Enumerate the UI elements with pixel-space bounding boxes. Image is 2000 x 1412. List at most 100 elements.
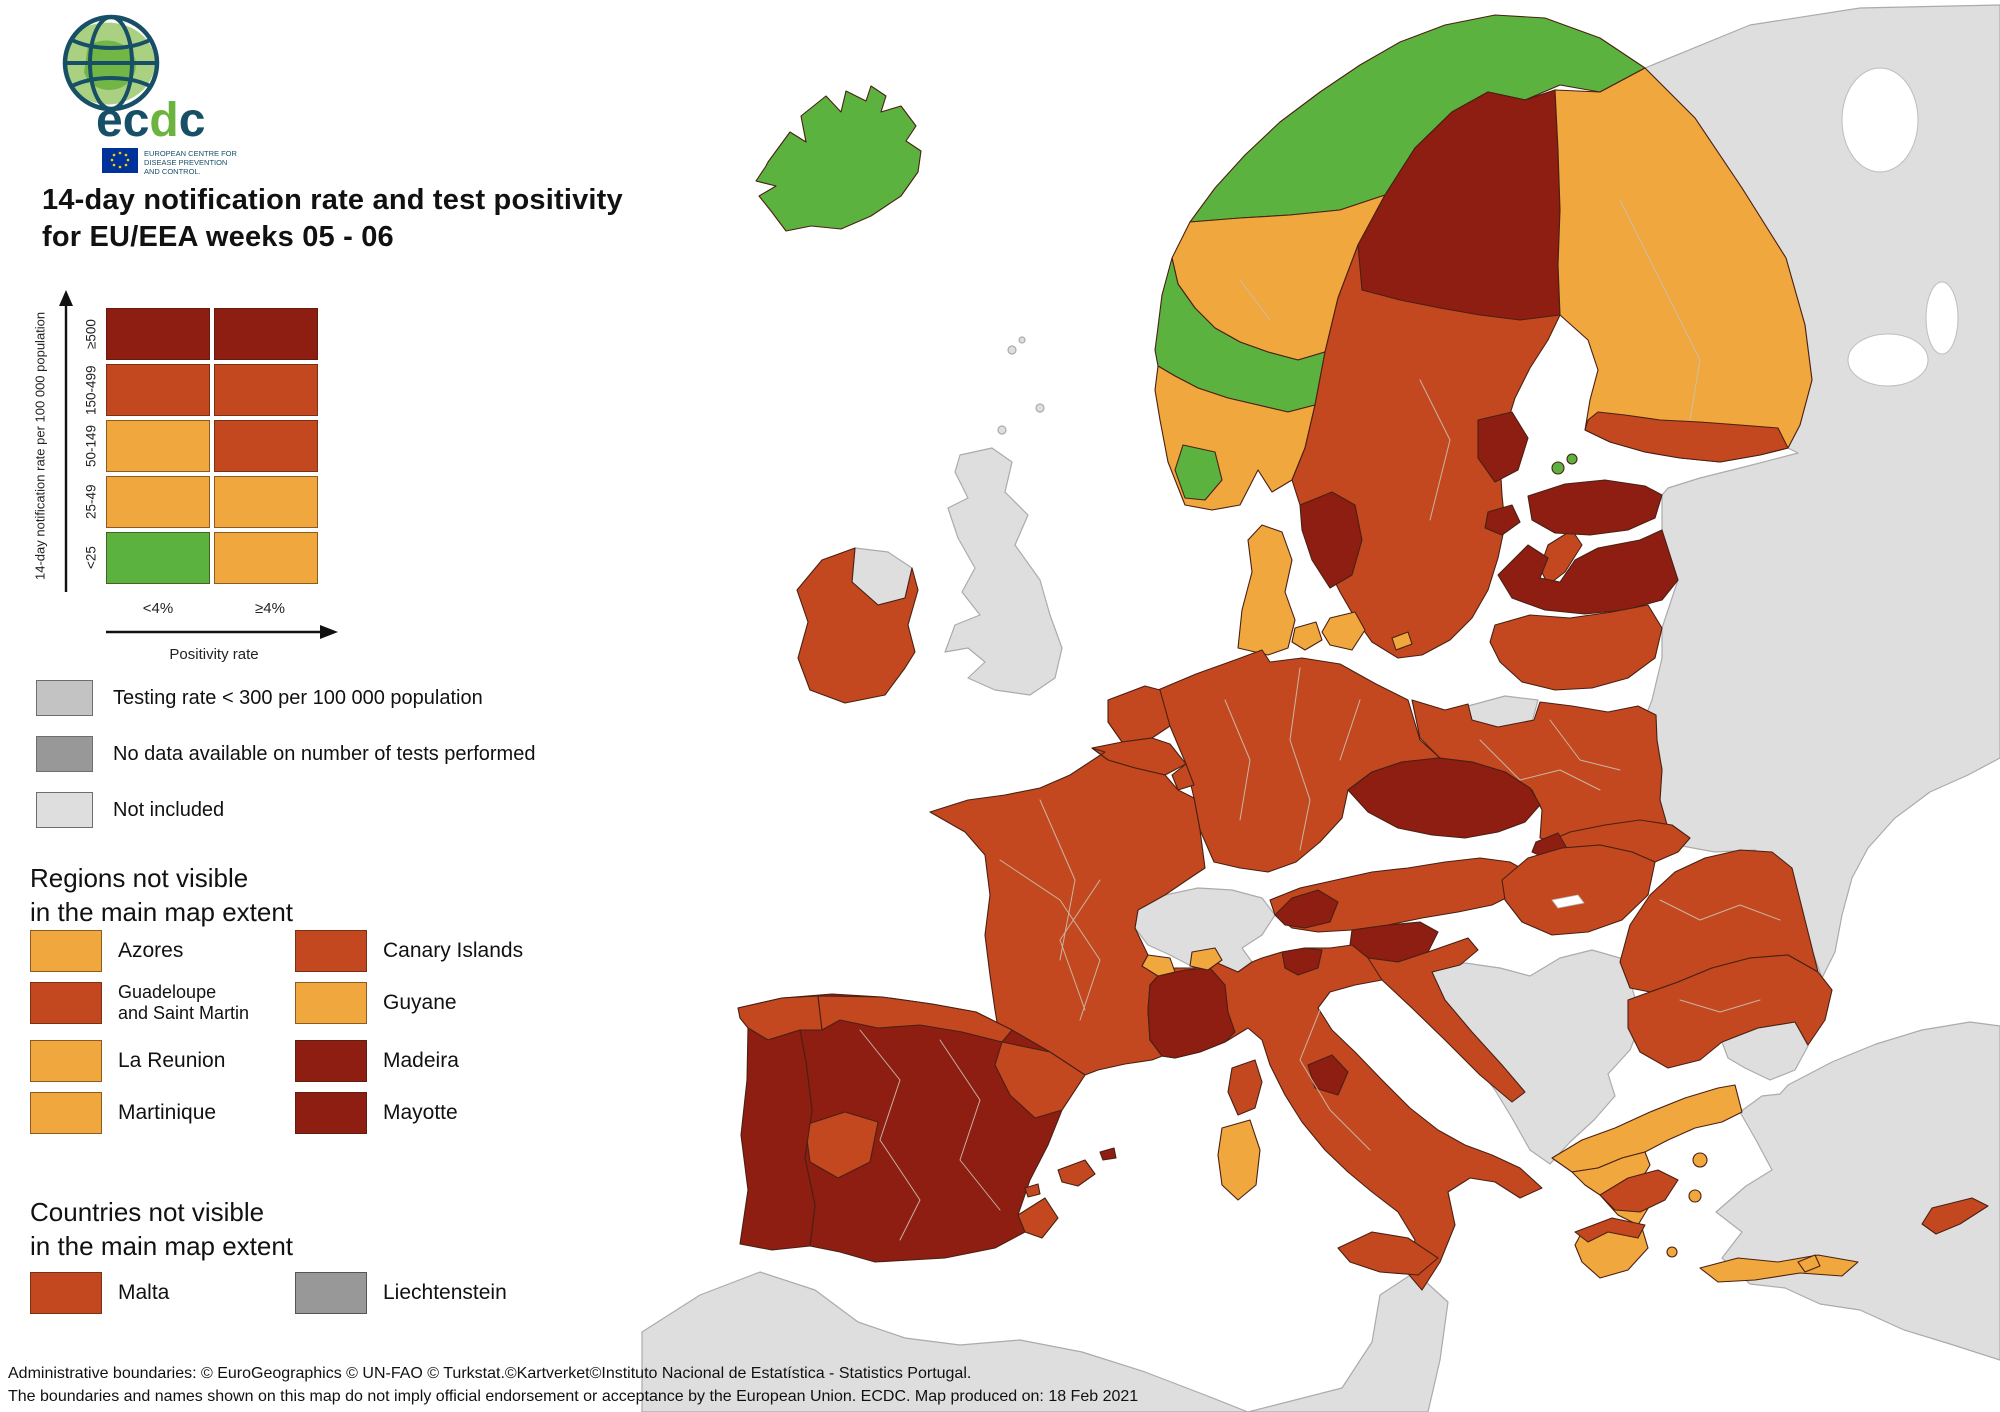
regions-section-title-line2: in the main map extent [30, 896, 294, 927]
matrix-cell [106, 532, 210, 584]
region-label-la-reunion: La Reunion [118, 1048, 226, 1072]
map-region-bornholm [1391, 631, 1413, 651]
legend-item-no-data: No data available on number of tests per… [36, 736, 535, 772]
eu-flag-stars [110, 151, 130, 169]
region-label-azores: Azores [118, 938, 184, 962]
map-region-bulgaria [1627, 954, 1833, 1069]
legend-label-no-data: No data available on number of tests per… [113, 742, 536, 765]
matrix-row-1: ≥500 [80, 308, 318, 360]
matrix-col-label-ge4: ≥4% [255, 600, 285, 617]
map-region-iceland [755, 85, 922, 232]
map-region-peloponnese-north [1574, 1217, 1646, 1243]
map-region-extremadura [804, 1111, 879, 1179]
map-region-murcia [1017, 1197, 1059, 1239]
matrix-col-label-lt4: <4% [142, 600, 174, 617]
region-label-madeira: Madeira [383, 1048, 459, 1072]
region-item-madeira: Madeira [295, 1040, 459, 1082]
map-region-lithuania [1489, 604, 1663, 691]
lakes [1841, 67, 1959, 387]
map-region-norway-south-tip [1174, 444, 1223, 501]
region-item-canary-islands: Canary Islands [295, 930, 523, 972]
matrix-row-2: 150-499 [80, 364, 318, 416]
country-label-liechtenstein: Liechtenstein [383, 1280, 507, 1304]
map-region-alps-south [1141, 954, 1176, 977]
map-region-denmark [1237, 524, 1296, 656]
globe-icon [62, 14, 160, 112]
map-region-umbria [1307, 1054, 1349, 1096]
map-region-ireland [796, 547, 919, 704]
footer-line1: Administrative boundaries: © EuroGeograp… [8, 1365, 972, 1382]
country-item-malta: Malta [30, 1272, 169, 1314]
region-swatch-canary-islands [295, 930, 367, 972]
countries-section-title-line2: in the main map extent [30, 1230, 294, 1261]
matrix-cell [214, 476, 318, 528]
region-boundaries [859, 199, 1781, 1241]
map-region-sardinia [1217, 1119, 1261, 1201]
matrix-row-5: <25 [80, 532, 318, 584]
region-swatch-guyane [295, 982, 367, 1024]
region-item-guyane: Guyane [295, 982, 457, 1024]
map-region-aegean-island [1692, 1152, 1708, 1168]
map-region-aegean-island [1666, 1246, 1678, 1258]
region-swatch-azores [30, 930, 102, 972]
legend-swatch-not-included [36, 792, 93, 828]
map-region-mallorca [1057, 1159, 1096, 1187]
map-region-sweden-stockholm [1477, 411, 1529, 483]
map-region-switzerland [1134, 887, 1276, 973]
matrix-cell [214, 308, 318, 360]
legend-item-testing-rate: Testing rate < 300 per 100 000 populatio… [36, 680, 483, 716]
footer-attribution: Administrative boundaries: © EuroGeograp… [8, 1362, 1138, 1408]
map-region-netherlands [1107, 685, 1171, 743]
map-region-estonia-islands [1484, 504, 1521, 536]
map-region-czechia [1347, 757, 1541, 839]
map-region-croatia [1347, 937, 1526, 1103]
map-region-latvia [1497, 529, 1679, 615]
matrix-cell [106, 364, 210, 416]
region-swatch-guadeloupe [30, 982, 102, 1024]
region-item-azores: Azores [30, 930, 183, 972]
countries-section-title-line1: Countries not visible [30, 1197, 265, 1227]
map-region-united-kingdom [944, 447, 1063, 696]
logo-subtitle-3: AND CONTROL. [144, 167, 201, 176]
logo-subtitle-2: DISEASE PREVENTION [144, 158, 227, 167]
x-axis-arrow-icon [106, 625, 338, 639]
legend-label-testing-rate: Testing rate < 300 per 100 000 populatio… [113, 686, 483, 709]
map-region-corsica [1227, 1059, 1263, 1116]
region-swatch-madeira [295, 1040, 367, 1082]
regions-section-title-line1: Regions not visible [30, 863, 249, 893]
matrix-cell [214, 364, 318, 416]
map-region-alto-adige [1281, 947, 1323, 976]
country-swatch-malta [30, 1272, 102, 1314]
region-label-guadeloupe: Guadeloupe and Saint Martin [118, 982, 250, 1023]
map-region-aland [1566, 453, 1578, 465]
matrix-row-label: 50-149 [83, 424, 99, 468]
map-region-shetland [997, 425, 1007, 435]
matrix-cell [214, 420, 318, 472]
logo-subtitle-1: EUROPEAN CENTRE FOR [144, 149, 238, 158]
region-label-canary-islands: Canary Islands [383, 938, 524, 962]
matrix-cell [214, 532, 318, 584]
matrix-y-axis-label: 14-day notification rate per 100 000 pop… [32, 311, 48, 581]
region-label-guyane: Guyane [383, 990, 457, 1014]
matrix-row-label: <25 [83, 546, 99, 570]
map-region-italy [1147, 944, 1543, 1291]
y-axis-arrow-icon [59, 290, 73, 592]
region-label-mayotte: Mayotte [383, 1100, 458, 1124]
matrix-row-label: 150-499 [83, 365, 99, 415]
map-region-finland-south [1584, 411, 1789, 463]
ecdc-wordmark: ecdc [96, 94, 205, 147]
map-region-hungary [1501, 844, 1656, 936]
matrix-row-label: ≥500 [83, 319, 99, 349]
map-region-denmark-zealand [1321, 611, 1366, 651]
legend-swatch-no-data [36, 736, 93, 772]
region-label-martinique: Martinique [118, 1100, 217, 1124]
region-item-martinique: Martinique [30, 1092, 216, 1134]
map-region-faroe [1007, 345, 1017, 355]
map-region-faroe [1018, 336, 1026, 344]
map-region-spain-north [817, 995, 1013, 1043]
region-swatch-mayotte [295, 1092, 367, 1134]
region-swatch-martinique [30, 1092, 102, 1134]
legend-label-not-included: Not included [113, 798, 225, 821]
footer-line2: The boundaries and names shown on this m… [8, 1388, 1139, 1406]
map-region-cyprus [1921, 1197, 1989, 1235]
